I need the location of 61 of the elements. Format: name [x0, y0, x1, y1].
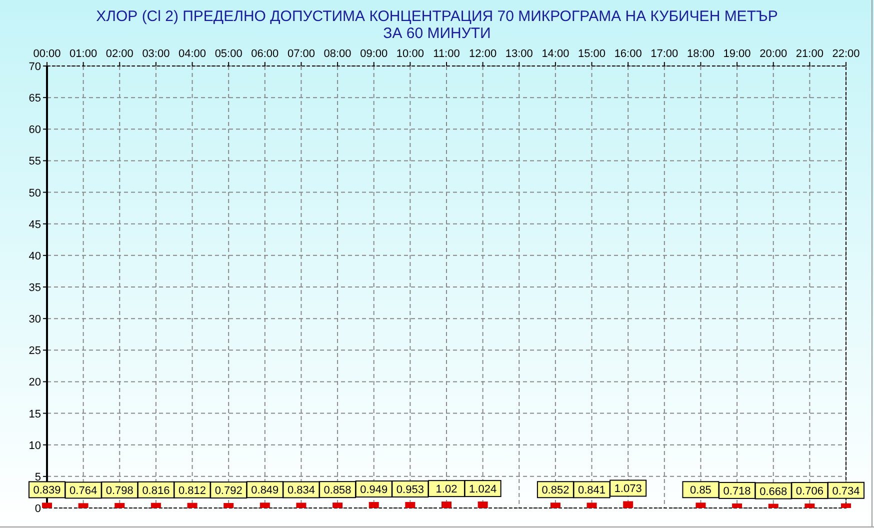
y-tick-label: 20	[28, 376, 41, 389]
x-tick-label: 22:00	[832, 48, 860, 60]
data-label: 0.734	[832, 485, 860, 498]
y-tick-label: 50	[28, 187, 41, 200]
y-tick-label: 5	[34, 471, 41, 484]
x-tick-label: 08:00	[324, 48, 352, 60]
y-tick-label: 25	[28, 345, 41, 358]
data-label: 0.764	[70, 485, 98, 498]
x-tick-label: 09:00	[360, 48, 388, 60]
data-label: 0.953	[396, 484, 424, 496]
data-label: 0.706	[796, 486, 824, 498]
data-label: 0.841	[578, 484, 606, 497]
data-label: 0.852	[542, 484, 570, 497]
y-tick-label: 30	[28, 314, 41, 326]
x-tick-label: 21:00	[796, 48, 824, 60]
data-label: 0.718	[723, 485, 751, 498]
y-tick-label: 60	[28, 124, 41, 136]
data-label: 0.812	[178, 484, 206, 497]
x-tick-label: 14:00	[542, 48, 570, 60]
data-label: 0.949	[360, 484, 388, 496]
y-tick-label: 70	[28, 61, 41, 73]
x-tick-label: 19:00	[723, 48, 751, 60]
y-tick-label: 40	[28, 250, 41, 262]
data-label: 0.792	[214, 485, 242, 497]
y-tick-label: 35	[28, 282, 41, 294]
x-tick-label: 13:00	[505, 48, 533, 60]
x-tick-label: 06:00	[251, 48, 279, 60]
data-label: 0.85	[690, 484, 712, 497]
y-tick-label: 10	[28, 440, 41, 452]
y-tick-label: 0	[34, 503, 41, 515]
x-tick-label: 07:00	[287, 48, 315, 60]
y-tick-label: 65	[28, 92, 41, 105]
data-label: 1.073	[614, 483, 642, 496]
x-tick-label: 02:00	[106, 48, 134, 60]
chart-title: ХЛОР (Cl 2) ПРЕДЕЛНО ДОПУСТИМА КОНЦЕНТРАЦИЯ 70 МИКРОГРАМА НА КУБИЧЕН МЕТЪР	[96, 8, 778, 25]
data-label: 1.02	[436, 484, 458, 496]
chart-subtitle: ЗА 60 МИНУТИ	[383, 25, 491, 42]
data-label: 0.798	[106, 484, 134, 497]
data-label: 0.834	[287, 484, 315, 497]
y-tick-label: 45	[28, 218, 41, 231]
x-tick-label: 03:00	[142, 48, 170, 60]
x-tick-label: 04:00	[178, 48, 206, 60]
data-label: 0.668	[760, 486, 788, 498]
x-tick-label: 16:00	[614, 48, 642, 60]
data-label: 1.024	[469, 484, 497, 496]
x-tick-label: 15:00	[578, 48, 606, 60]
data-label: 0.849	[251, 484, 279, 497]
x-tick-label: 01:00	[70, 48, 98, 60]
y-tick-label: 55	[28, 156, 41, 168]
x-tick-label: 05:00	[214, 48, 242, 60]
data-label: 0.839	[33, 484, 61, 497]
x-tick-label: 11:00	[433, 48, 460, 60]
x-tick-label: 20:00	[760, 48, 788, 60]
x-tick-label: 17:00	[650, 48, 678, 60]
x-tick-label: 00:00	[33, 48, 61, 60]
y-tick-label: 15	[28, 408, 41, 420]
x-tick-label: 18:00	[686, 48, 714, 60]
data-label: 0.858	[324, 484, 352, 497]
data-label: 0.816	[142, 484, 170, 497]
x-tick-label: 10:00	[396, 48, 424, 60]
x-tick-label: 12:00	[469, 48, 497, 60]
